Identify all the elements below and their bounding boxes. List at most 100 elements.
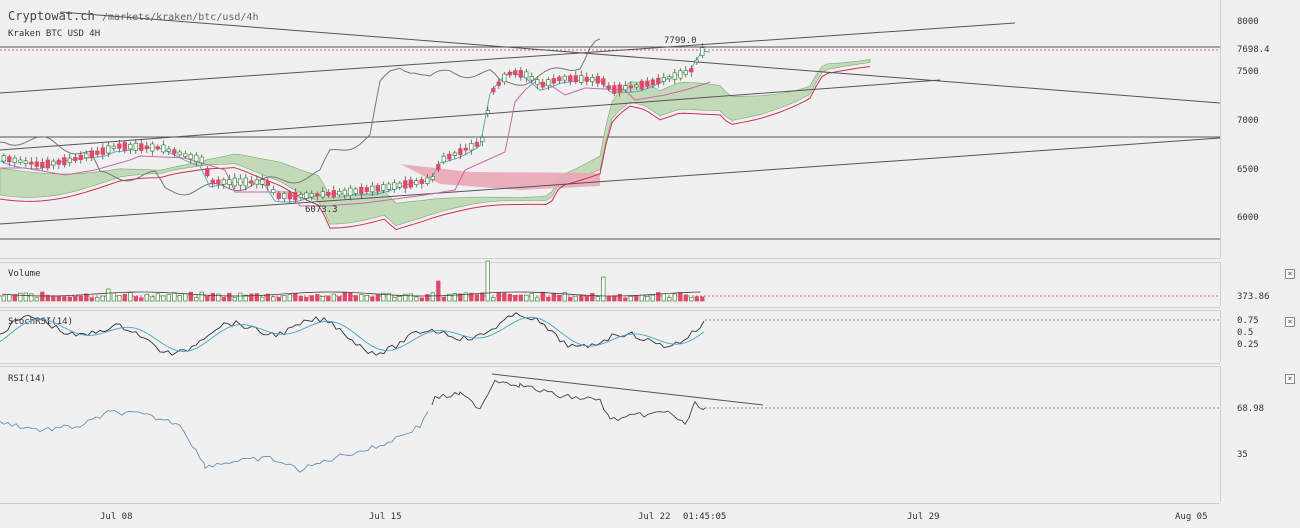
volume-bar xyxy=(364,295,369,302)
candle xyxy=(557,76,562,82)
volume-bar xyxy=(425,294,430,302)
candle xyxy=(546,79,551,87)
candle xyxy=(106,145,111,154)
rsi-close-icon[interactable]: × xyxy=(1285,374,1295,384)
volume-bar xyxy=(326,295,331,302)
price-chart[interactable] xyxy=(0,0,1300,258)
volume-bar xyxy=(315,294,320,302)
stochrsi-d-line xyxy=(0,316,705,352)
volume-bar xyxy=(62,296,67,302)
volume-bar xyxy=(408,293,413,302)
volume-bar xyxy=(232,296,237,302)
volume-bar xyxy=(95,297,100,302)
volume-bar xyxy=(29,293,34,302)
volume-bar xyxy=(260,296,265,302)
candle xyxy=(18,159,23,163)
volume-bar xyxy=(194,297,199,302)
price-pane[interactable] xyxy=(0,0,1220,259)
volume-bar xyxy=(337,296,342,302)
volume-bar xyxy=(331,293,336,302)
volume-bar xyxy=(133,296,138,302)
volume-bar xyxy=(216,293,221,302)
volume-bar xyxy=(150,296,155,302)
candle xyxy=(216,179,221,185)
candle xyxy=(650,79,655,86)
volume-bar xyxy=(507,293,512,302)
candle xyxy=(12,157,17,163)
candle xyxy=(353,188,358,194)
volume-bar xyxy=(485,260,490,302)
candle xyxy=(309,193,314,198)
candle xyxy=(513,70,518,76)
candle xyxy=(656,77,661,84)
volume-bar xyxy=(650,294,655,302)
candle xyxy=(238,178,243,186)
candle xyxy=(524,71,529,79)
candle xyxy=(568,75,573,82)
volume-bar xyxy=(518,294,523,302)
candle xyxy=(436,164,441,170)
candle xyxy=(359,186,364,194)
candle xyxy=(441,155,446,163)
volume-chart xyxy=(0,260,1220,302)
candle xyxy=(507,71,512,76)
candle xyxy=(502,73,507,83)
volume-bar xyxy=(276,296,281,302)
candle xyxy=(78,154,83,161)
volume-bar xyxy=(271,296,276,302)
x-label-jul29: Jul 29 xyxy=(907,512,940,522)
volume-close-icon[interactable]: × xyxy=(1285,269,1295,279)
candle xyxy=(161,144,166,153)
candle xyxy=(496,81,501,86)
price-tick-7500: 7500 xyxy=(1237,67,1259,77)
candle xyxy=(381,184,386,191)
rsi-chart xyxy=(0,373,1220,473)
candle xyxy=(342,189,347,196)
candle xyxy=(634,84,639,88)
candle xyxy=(122,142,127,151)
candle xyxy=(150,143,155,152)
candle xyxy=(254,179,259,185)
candle xyxy=(606,85,611,89)
candle xyxy=(518,69,523,78)
candle xyxy=(177,151,182,156)
rsi-tick-35: 35 xyxy=(1237,450,1248,460)
volume-bar xyxy=(573,295,578,302)
x-label-cursor-time: 01:45:05 xyxy=(683,512,727,522)
candle xyxy=(447,153,452,160)
volume-title: Volume xyxy=(8,269,41,279)
volume-bar xyxy=(441,296,446,302)
candle xyxy=(595,76,600,84)
stochrsi-title: StochRSI(14) xyxy=(8,317,74,327)
cloud-base-line xyxy=(0,66,871,231)
stochrsi-close-icon[interactable]: × xyxy=(1285,317,1295,327)
volume-value-label: 373.86 xyxy=(1237,292,1270,302)
volume-bar xyxy=(100,295,105,302)
volume-bar xyxy=(562,291,567,302)
volume-pane[interactable] xyxy=(0,262,1220,308)
rsi-pane[interactable] xyxy=(0,366,1220,504)
candle xyxy=(683,70,688,75)
volume-bar xyxy=(397,295,402,302)
descending-trend-line xyxy=(59,11,1221,104)
candle xyxy=(463,147,468,151)
rsi-divergence-line xyxy=(491,373,764,406)
price-axis xyxy=(1220,0,1300,258)
candle xyxy=(403,180,408,189)
volume-bar xyxy=(419,297,424,302)
volume-bar xyxy=(469,292,474,302)
candle xyxy=(172,149,177,155)
volume-bar xyxy=(177,295,182,302)
volume-bar xyxy=(645,296,650,302)
ichimoku-cloud-red xyxy=(400,164,600,190)
candle xyxy=(23,160,28,165)
candle xyxy=(117,143,122,149)
candle xyxy=(485,110,490,114)
candle xyxy=(265,180,270,186)
candle xyxy=(133,142,138,151)
volume-bar xyxy=(155,293,160,302)
stochrsi-pane[interactable] xyxy=(0,310,1220,364)
volume-bar xyxy=(628,296,633,302)
stochrsi-k-line xyxy=(0,312,705,356)
volume-bar xyxy=(617,293,622,302)
